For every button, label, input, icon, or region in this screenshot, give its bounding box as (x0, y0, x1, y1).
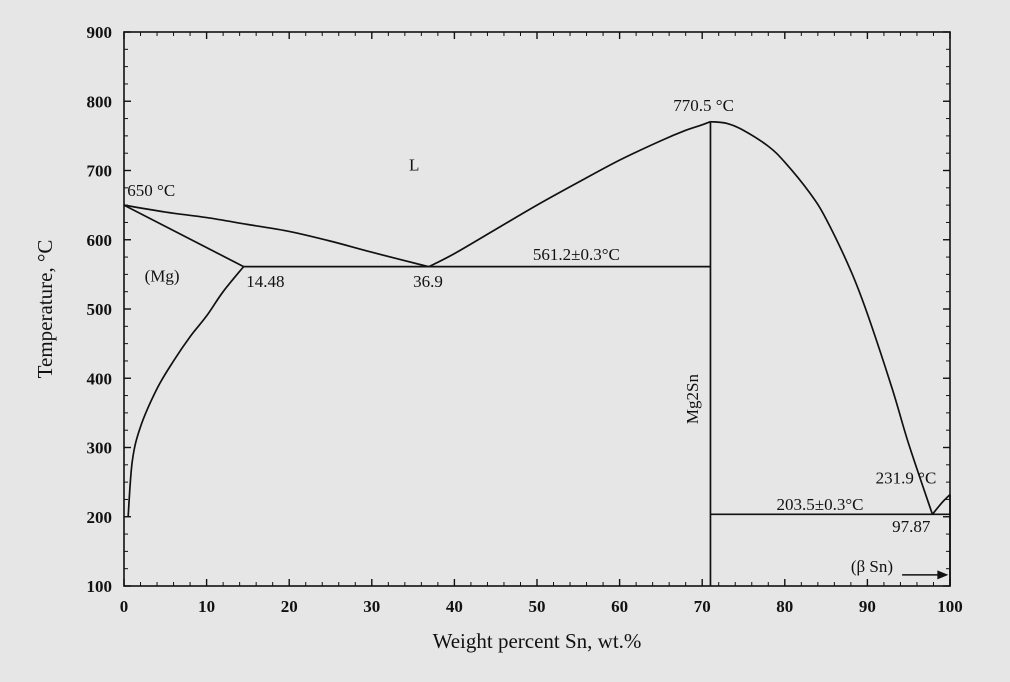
annotations: 650 °C L 770.5 °C 561.2±0.3°C (Mg) 14.48 36.9 2… (127, 96, 949, 580)
x-tick-label: 60 (611, 597, 628, 616)
annotation: 561.2±0.3°C (533, 245, 620, 264)
y-tick-label: 300 (87, 439, 113, 458)
curve-liquidus-mg2sn-right (710, 120, 934, 515)
y-tick-label: 200 (87, 508, 113, 527)
annotation: L (409, 156, 419, 175)
x-tick-label: 70 (694, 597, 711, 616)
y-tick-label: 900 (87, 23, 113, 42)
curve-liquidus-sn-side (931, 494, 951, 515)
annotation: 36.9 (413, 272, 443, 291)
y-tick-label: 400 (87, 369, 113, 388)
x-tick-label: 40 (446, 597, 463, 616)
curve-liquidus-mg2sn-left (428, 120, 711, 268)
x-tick-label: 20 (281, 597, 298, 616)
x-axis-label: Weight percent Sn, wt.% (433, 629, 642, 653)
y-tick-label: 800 (87, 92, 113, 111)
annotation: 650 °C (127, 181, 175, 200)
curve-solidus-mg (123, 204, 244, 268)
x-tick-label: 90 (859, 597, 876, 616)
annotation: 97.87 (892, 517, 931, 536)
x-tick-label: 0 (120, 597, 129, 616)
annotation: (β Sn) (851, 557, 893, 576)
x-tick-label: 80 (776, 597, 793, 616)
y-axis-label: Temperature, °C (33, 240, 57, 379)
curve-solvus-mg (127, 266, 245, 517)
annotation: 770.5 °C (673, 96, 734, 115)
annotation: (Mg) (145, 266, 180, 285)
phase-boundaries (123, 120, 951, 586)
y-tick-label: 600 (87, 231, 113, 250)
x-tick-label: 100 (937, 597, 963, 616)
beta-sn-arrow-head (937, 570, 949, 580)
annotation: 231.9 °C (876, 469, 937, 488)
phase-label-mg2sn: Mg2Sn (683, 373, 702, 424)
annotation: 203.5±0.3°C (777, 495, 864, 514)
y-tick-label: 500 (87, 300, 113, 319)
y-tick-label: 700 (87, 162, 113, 181)
x-tick-label: 30 (363, 597, 380, 616)
x-tick-label: 50 (529, 597, 546, 616)
y-tick-label: 100 (87, 577, 113, 596)
axes: 0 10 20 30 40 50 60 70 80 90 100 100 200 300 400 500 600… (33, 23, 963, 653)
curve-liquidus-mg-side (123, 204, 430, 268)
x-tick-label: 10 (198, 597, 215, 616)
annotation: 14.48 (246, 272, 284, 291)
